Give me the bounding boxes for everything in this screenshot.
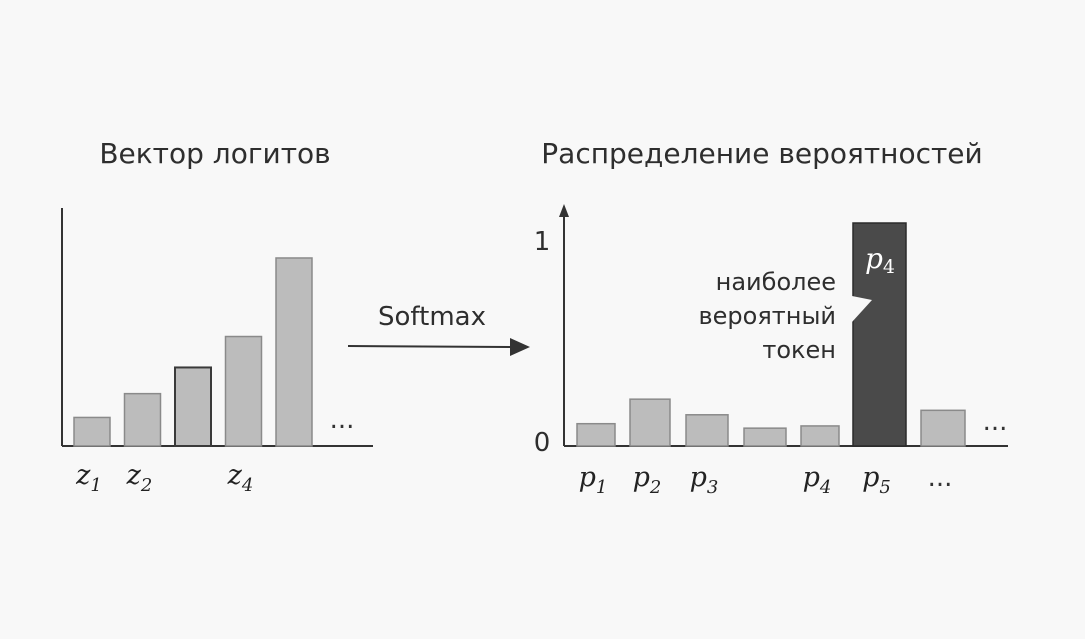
left-ellipsis: ... bbox=[330, 405, 355, 435]
right-panel-title: Распределение вероятностей bbox=[541, 137, 982, 170]
annotation-line-1: наиболее bbox=[716, 268, 836, 296]
probability-bar-highlight bbox=[852, 222, 907, 447]
probability-label: p3 bbox=[690, 462, 719, 498]
logit-bar bbox=[174, 366, 212, 447]
right-ellipsis: ... bbox=[983, 407, 1008, 437]
annotation-line-2: вероятный bbox=[699, 302, 836, 330]
probability-label: p5 bbox=[862, 462, 891, 498]
probability-bar bbox=[576, 422, 616, 447]
probability-label: p4 bbox=[803, 462, 832, 498]
left-panel-title: Вектор логитов bbox=[99, 137, 330, 170]
logit-bar bbox=[123, 392, 162, 447]
annotation-line-3: токен bbox=[762, 336, 836, 364]
logit-label: z4 bbox=[227, 460, 254, 496]
logit-label: z1 bbox=[75, 460, 102, 496]
probability-label: ... bbox=[928, 463, 953, 493]
probability-bar bbox=[800, 425, 840, 447]
left-axes bbox=[61, 208, 373, 447]
probability-label: p2 bbox=[633, 462, 662, 498]
left-bars: z1 z2 z4 bbox=[73, 257, 313, 496]
callout-notch bbox=[852, 296, 872, 322]
logit-bar bbox=[73, 416, 111, 447]
softmax-label: Softmax bbox=[378, 302, 486, 332]
logit-label: z2 bbox=[126, 460, 153, 496]
probability-label: p1 bbox=[579, 462, 608, 498]
y-tick-1: 1 bbox=[534, 227, 551, 257]
probability-bar bbox=[685, 414, 729, 447]
highlight-bar-label: p4 bbox=[865, 242, 895, 278]
y-tick-0: 0 bbox=[534, 428, 551, 458]
right-bars: p1 p2 p3 p4 p5... bbox=[576, 222, 966, 498]
logit-bar bbox=[275, 257, 313, 447]
annotation: наиболее вероятный токен bbox=[699, 268, 836, 364]
softmax-arrow bbox=[347, 338, 530, 356]
probability-bar bbox=[920, 409, 966, 447]
probability-bar bbox=[743, 427, 787, 447]
logit-bar bbox=[224, 335, 263, 447]
probability-bar bbox=[629, 398, 671, 447]
